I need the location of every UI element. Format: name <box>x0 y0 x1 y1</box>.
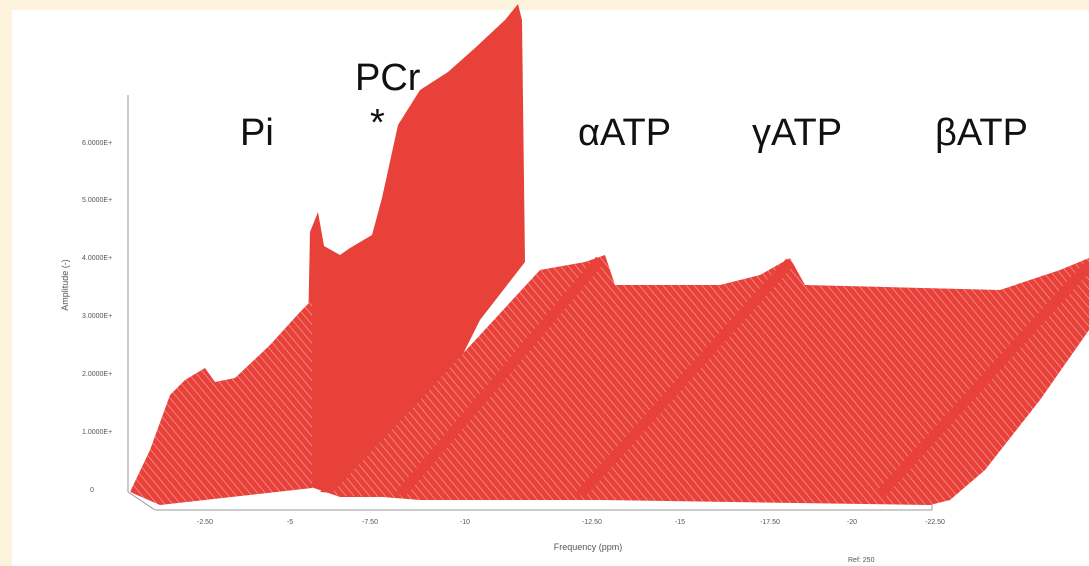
x-tick-label: -15 <box>675 519 685 526</box>
x-tick-label: -20 <box>847 519 857 526</box>
y-tick-label: 6.0000E+ <box>82 140 112 147</box>
x-tick-label: -17.50 <box>760 519 780 526</box>
depth-axis <box>127 491 156 511</box>
y-tick-label: 5.0000E+ <box>82 197 112 204</box>
x-axis-label: Frequency (ppm) <box>554 542 623 552</box>
y-tick-label: 2.0000E+ <box>82 371 112 378</box>
peak-label: αATP <box>578 112 671 154</box>
y-axis-label: Amplitude (-) <box>60 259 70 311</box>
spectra <box>130 4 1089 505</box>
x-tick-label: -2.50 <box>197 519 213 526</box>
y-tick-label: 0 <box>90 487 94 494</box>
x-tick-label: -10 <box>460 519 470 526</box>
peak-label: Pi <box>240 112 274 154</box>
y-tick-label: 4.0000E+ <box>82 255 112 262</box>
y-tick-label: 3.0000E+ <box>82 313 112 320</box>
peak-label: * <box>370 102 385 144</box>
peak-label: PCr <box>355 57 421 99</box>
peak-label: βATP <box>935 112 1028 154</box>
x-tick-label: -12.50 <box>582 519 602 526</box>
x-tick-label: -22.50 <box>925 519 945 526</box>
footnote: Ref: 250 <box>848 557 875 564</box>
peak-label: γATP <box>752 112 842 154</box>
y-tick-label: 1.0000E+ <box>82 429 112 436</box>
x-tick-label: -5 <box>287 519 293 526</box>
x-tick-label: -7.50 <box>362 519 378 526</box>
